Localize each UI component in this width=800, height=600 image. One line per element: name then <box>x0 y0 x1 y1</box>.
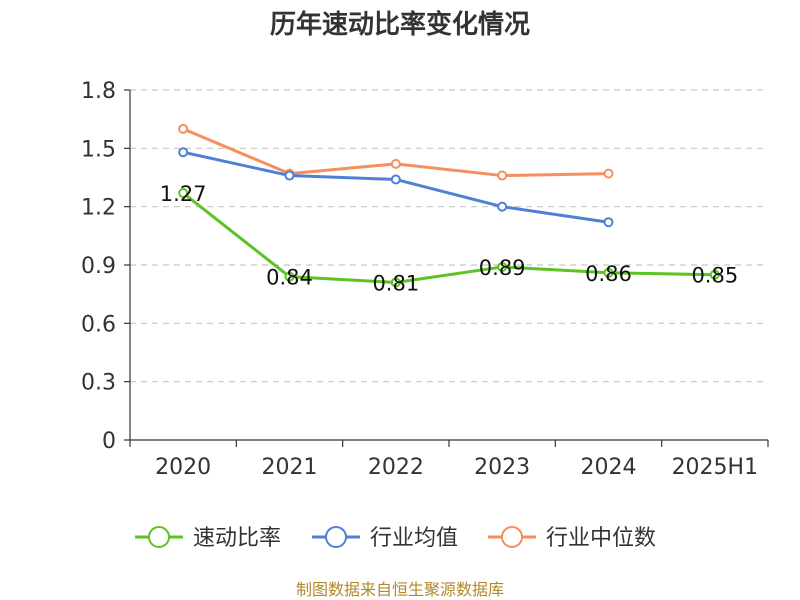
x-tick-label: 2022 <box>368 455 424 480</box>
legend-label: 行业均值 <box>370 526 458 551</box>
series-point-1-3 <box>497 201 508 212</box>
chart-title: 历年速动比率变化情况 <box>270 9 530 40</box>
data-label: 0.84 <box>266 266 313 290</box>
y-tick-label: 0.3 <box>81 371 116 396</box>
data-label: 1.27 <box>160 182 207 206</box>
y-tick-label: 1.8 <box>81 79 116 104</box>
series-layer <box>178 123 720 288</box>
y-tick-label: 0.6 <box>81 312 116 337</box>
legend-marker-1 <box>325 526 347 548</box>
series-point-0-5 <box>709 269 720 280</box>
series-point-1-1 <box>284 170 295 181</box>
y-tick-label: 1.2 <box>81 196 116 221</box>
series-point-2-2 <box>390 158 401 169</box>
series-point-0-1 <box>284 271 295 282</box>
series-point-2-3 <box>497 170 508 181</box>
series-point-1-2 <box>390 174 401 185</box>
legend-marker-0 <box>148 526 170 548</box>
legend: 速动比率 行业均值 行业中位数 <box>135 526 656 551</box>
legend-marker-2 <box>501 526 523 548</box>
x-tick-label: 2020 <box>155 455 211 480</box>
x-tick-label: 2023 <box>474 455 530 480</box>
series-point-0-2 <box>390 277 401 288</box>
series-point-1-0 <box>178 147 189 158</box>
data-label: 0.85 <box>691 264 738 288</box>
data-label: 0.86 <box>585 262 632 286</box>
legend-label: 行业中位数 <box>546 526 656 551</box>
axes: 0 0.3 0.6 0.9 1.2 1.5 1.8 2020 2021 2022 2023 2024 2… <box>81 79 769 480</box>
series-point-0-4 <box>603 267 614 278</box>
y-tick-label: 0.9 <box>81 254 116 279</box>
series-point-2-0 <box>178 123 189 134</box>
y-tick-label: 0 <box>102 429 116 454</box>
series-point-0-3 <box>497 261 508 272</box>
x-tick-label: 2025H1 <box>672 455 759 480</box>
data-label: 0.89 <box>479 256 526 280</box>
source-note: 制图数据来自恒生聚源数据库 <box>296 580 504 599</box>
series-point-1-4 <box>603 217 614 228</box>
legend-label: 速动比率 <box>193 526 281 551</box>
series-point-2-4 <box>603 168 614 179</box>
data-label: 0.81 <box>372 272 419 296</box>
x-tick-label: 2021 <box>262 455 318 480</box>
series-line-0 <box>182 191 715 284</box>
data-labels: 1.27 0.84 0.81 0.89 0.86 0.85 <box>160 182 738 295</box>
series-point-0-0 <box>178 188 189 199</box>
grid-lines <box>130 89 768 383</box>
x-tick-label: 2024 <box>581 455 637 480</box>
y-tick-label: 1.5 <box>81 137 116 162</box>
